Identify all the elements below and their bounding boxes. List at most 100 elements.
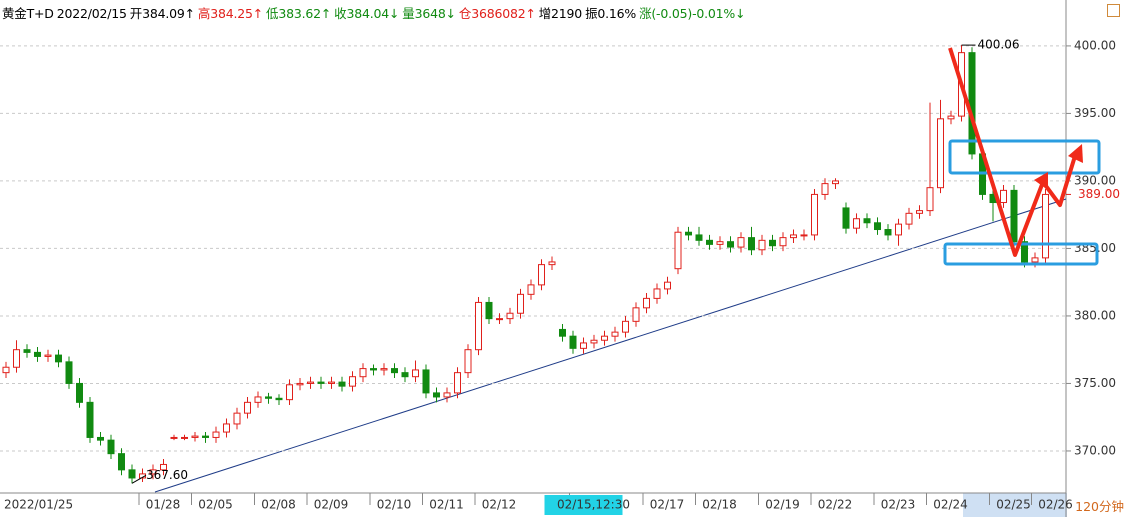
candle-body: [44, 354, 52, 357]
candle-body: [422, 369, 430, 394]
candle-body: [496, 318, 503, 321]
x-tick-label: 02/18: [702, 498, 737, 512]
candle-body: [317, 381, 325, 384]
x-tick-label: 02/23: [881, 498, 916, 512]
candle-body: [664, 281, 671, 290]
x-tick-label: 02/24: [933, 498, 968, 512]
candle-body: [1000, 189, 1007, 204]
candle-body: [76, 382, 83, 403]
period-label: 120分钟: [1075, 499, 1124, 514]
candle-body: [653, 288, 661, 299]
candle-body: [254, 396, 262, 403]
candle-body: [149, 469, 157, 475]
x-tick-label: 01/28: [146, 498, 181, 512]
candle-body: [895, 223, 902, 236]
candle-body: [569, 335, 577, 349]
candle-body: [65, 361, 73, 384]
candle-body: [286, 384, 293, 401]
candle-body: [758, 239, 766, 251]
candle-body: [275, 397, 283, 401]
candle-body: [800, 234, 808, 237]
candle-body: [86, 401, 94, 438]
candle-body: [884, 229, 892, 236]
candle-body: [160, 463, 167, 471]
header: 黄金T+D 2022/02/15 开384.09↑ 高384.25↑ 低383.62↑ 收…: [2, 3, 748, 22]
x-tick-label: 02/09: [314, 498, 349, 512]
candle-body: [359, 368, 367, 378]
candle-body: [590, 339, 598, 344]
header-item: 涨(-0.05)-0.01%↓: [639, 6, 746, 21]
arrow-head: [1034, 172, 1048, 190]
candle-body: [2, 366, 10, 374]
y-tick-label: 390.00: [1074, 173, 1116, 187]
candle-body: [13, 349, 20, 368]
candle-body: [97, 436, 104, 441]
candle-body: [947, 115, 955, 120]
x-tick-label: 2022/01/25: [4, 498, 73, 512]
candle-body: [443, 392, 451, 398]
candle-body: [538, 264, 545, 286]
candle-body: [716, 241, 724, 245]
x-tick-label: 02/17: [650, 498, 685, 512]
header-item: 高384.25↑: [197, 6, 264, 21]
candle-body: [370, 368, 377, 371]
candle-body: [706, 239, 713, 245]
candle-body: [674, 231, 682, 270]
candle-body: [632, 307, 640, 322]
candle-body: [34, 351, 41, 357]
y-tick-label: 370.00: [1074, 443, 1116, 457]
candle-body: [1010, 189, 1018, 243]
crosshair-label-bg: [544, 495, 623, 515]
candle-body: [23, 349, 31, 353]
candle-body: [727, 241, 734, 248]
x-tick-label: 02/15,12:30: [557, 498, 630, 512]
x-tick-label: 02/12: [482, 498, 517, 512]
candle-body: [832, 180, 839, 185]
max-label: 400.06: [978, 38, 1020, 52]
candle-body: [517, 293, 524, 314]
candle-body: [296, 382, 304, 386]
header-item: 振0.16%: [585, 6, 637, 21]
header-item: 增2190: [538, 6, 583, 21]
candle-body: [506, 312, 514, 320]
candle-body: [338, 381, 346, 387]
candle-body: [202, 435, 209, 438]
candle-body: [905, 212, 913, 225]
candle-body: [128, 469, 136, 479]
candle-body: [401, 372, 409, 378]
candle-body: [265, 396, 272, 399]
candle-body: [412, 369, 419, 378]
candle-body: [601, 335, 608, 341]
y-tick-label: 375.00: [1074, 376, 1116, 390]
candle-body: [307, 381, 314, 384]
header-item: 黄金T+D: [2, 6, 54, 21]
trend-line: [154, 198, 1067, 493]
candle-body: [454, 372, 461, 394]
candle-body: [1042, 193, 1049, 259]
candle-body: [233, 412, 241, 425]
candle-body: [1021, 241, 1028, 263]
y-tick-label: 400.00: [1074, 38, 1116, 52]
candle-body: [916, 210, 923, 214]
candle-body: [580, 342, 587, 349]
header-item: 开384.09↑: [129, 6, 195, 21]
candle-body: [380, 368, 388, 371]
candle-body: [328, 381, 335, 384]
candle-body: [937, 118, 944, 189]
candle-body: [391, 368, 398, 374]
header-item: 量3648↓: [402, 6, 456, 21]
settings-box[interactable]: [1107, 4, 1120, 17]
candle-body: [223, 423, 230, 433]
candle-body: [779, 237, 787, 247]
candle-body: [485, 301, 493, 320]
min-label: 367.60: [146, 468, 188, 482]
x-tick-label: 02/26: [1038, 498, 1073, 512]
x-tick-label: 02/22: [818, 498, 853, 512]
x-tick-label: 02/11: [429, 498, 464, 512]
candle-body: [170, 436, 178, 439]
candle-body: [548, 261, 556, 266]
y-tick-label: 380.00: [1074, 308, 1116, 322]
candle-body: [748, 237, 755, 251]
candle-body: [643, 297, 650, 309]
